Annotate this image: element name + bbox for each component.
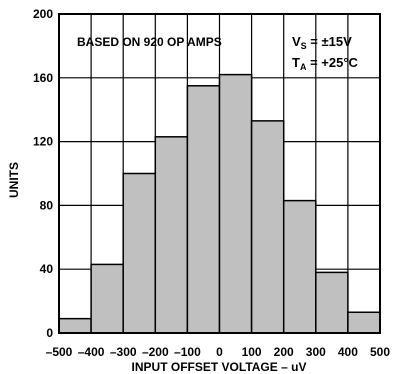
x-tick-label: –200 bbox=[142, 345, 169, 359]
vs-value: = ±15V bbox=[307, 34, 352, 49]
supply-voltage-condition: VS = ±15V bbox=[292, 34, 352, 51]
y-tick-label: 40 bbox=[40, 262, 54, 276]
histogram-bars bbox=[58, 73, 381, 334]
histogram-bar bbox=[315, 271, 349, 334]
histogram-bar bbox=[90, 263, 124, 334]
x-tick-label: –300 bbox=[110, 345, 137, 359]
x-tick-label: 500 bbox=[370, 345, 390, 359]
x-tick-label: 400 bbox=[338, 345, 358, 359]
y-tick-label: 200 bbox=[33, 7, 53, 21]
x-tick-label: 0 bbox=[216, 345, 223, 359]
ta-symbol: T bbox=[292, 55, 300, 70]
y-tick-label: 120 bbox=[33, 135, 53, 149]
histogram-bar bbox=[58, 317, 92, 334]
histogram-bar bbox=[282, 199, 317, 334]
x-tick-labels: –500 –400 –300 –200 –100 0 100 200 300 400 500 bbox=[46, 345, 391, 359]
ta-value: = +25°C bbox=[306, 55, 358, 70]
x-axis-label: INPUT OFFSET VOLTAGE – uV bbox=[132, 360, 307, 374]
histogram-bar bbox=[154, 136, 189, 334]
y-tick-labels: 0 40 80 120 160 200 bbox=[33, 7, 53, 340]
temperature-condition: TA = +25°C bbox=[292, 55, 359, 72]
x-tick-label: –100 bbox=[174, 345, 201, 359]
y-tick-label: 0 bbox=[46, 326, 53, 340]
y-tick-label: 160 bbox=[33, 71, 53, 85]
histogram-bar bbox=[250, 120, 285, 334]
histogram-bar bbox=[186, 85, 221, 334]
histogram-bar bbox=[347, 311, 381, 334]
ta-subscript: A bbox=[300, 62, 307, 72]
histogram-bar bbox=[122, 172, 157, 334]
x-tick-label: 100 bbox=[242, 345, 262, 359]
vs-subscript: S bbox=[301, 41, 307, 51]
plot-frame bbox=[58, 13, 381, 334]
x-tick-label: 300 bbox=[306, 345, 326, 359]
vs-symbol: V bbox=[292, 34, 301, 49]
x-tick-label: –500 bbox=[46, 345, 73, 359]
sample-size-annotation: BASED ON 920 OP AMPS bbox=[77, 35, 222, 49]
x-tick-label: 200 bbox=[274, 345, 294, 359]
x-tick-label: –400 bbox=[78, 345, 105, 359]
y-axis-label: UNITS bbox=[7, 162, 21, 198]
y-tick-label: 80 bbox=[40, 198, 54, 212]
histogram-bar bbox=[218, 73, 253, 334]
plot-border bbox=[58, 13, 381, 334]
